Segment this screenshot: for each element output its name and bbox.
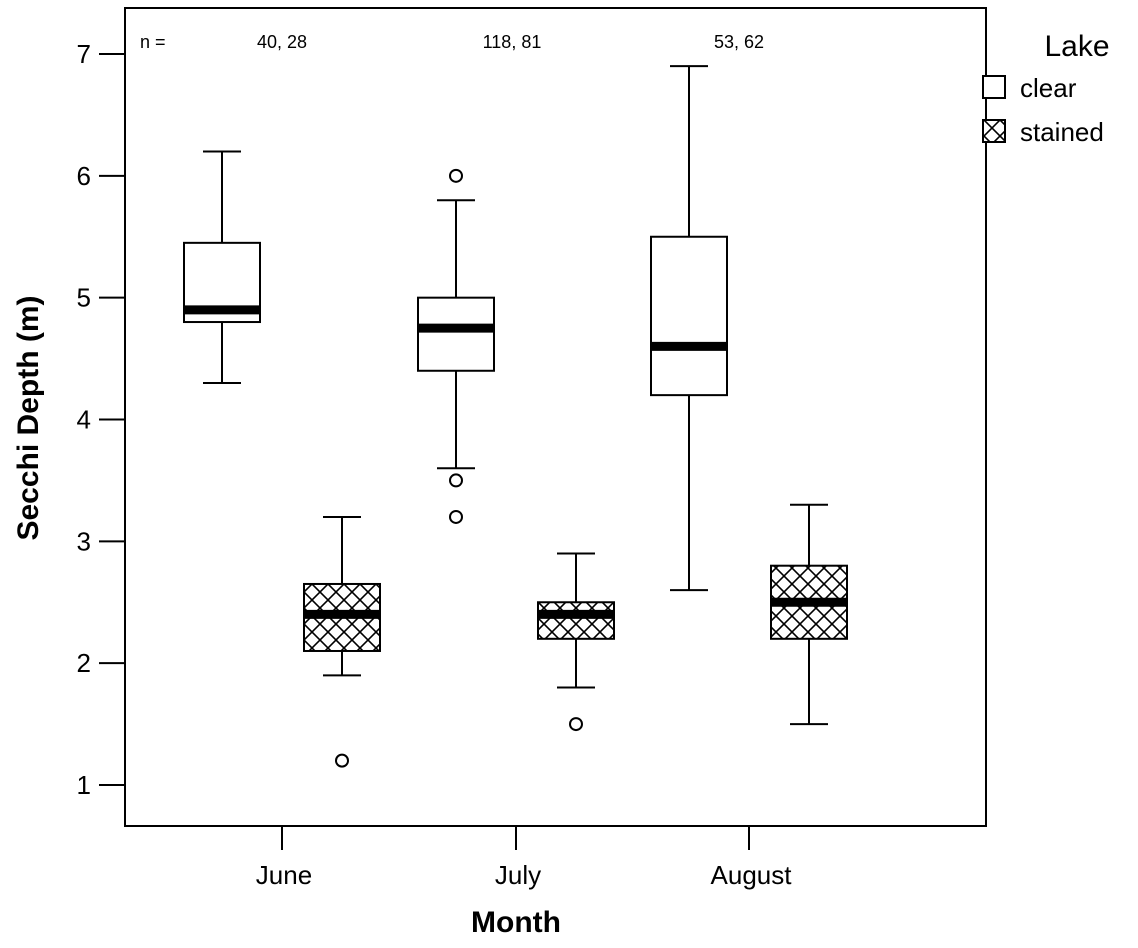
y-tick-label: 2 xyxy=(77,648,91,678)
y-tick-label: 4 xyxy=(77,405,91,435)
y-tick-label: 6 xyxy=(77,161,91,191)
x-tick-label-june: June xyxy=(256,860,312,890)
legend-title: Lake xyxy=(1044,30,1109,63)
n-prefix-label: n = xyxy=(140,32,166,52)
legend-swatch-clear xyxy=(982,75,1006,99)
legend-label-stained: stained xyxy=(1020,117,1104,147)
box-clear-august xyxy=(650,65,728,592)
n-label-august: 53, 62 xyxy=(714,32,764,52)
y-axis-title: Secchi Depth (m) xyxy=(12,295,45,540)
x-tick-label-august: August xyxy=(711,860,793,890)
legend-label-clear: clear xyxy=(1020,73,1077,103)
box-clear-july xyxy=(417,168,495,524)
legend: Lake clear stained xyxy=(982,30,1110,147)
outlier-point xyxy=(335,753,349,768)
box-body xyxy=(650,235,728,397)
y-tick-label: 5 xyxy=(77,283,91,313)
x-axis-title: Month xyxy=(471,906,561,939)
box-stained-june xyxy=(303,515,381,768)
n-label-june: 40, 28 xyxy=(257,32,307,52)
sample-size-labels: n = 40, 28 118, 81 53, 62 xyxy=(140,32,764,52)
legend-swatch-stained xyxy=(982,119,1006,143)
x-tick-label-july: July xyxy=(495,860,541,890)
n-label-july: 118, 81 xyxy=(483,32,542,52)
box-body xyxy=(537,601,615,640)
outlier-point xyxy=(449,473,463,488)
y-axis: 1 2 3 4 5 6 7 xyxy=(77,39,125,800)
y-tick-label: 7 xyxy=(77,39,91,69)
box-clear-june xyxy=(183,150,261,384)
y-tick-label: 3 xyxy=(77,526,91,556)
box-stained-august xyxy=(770,503,848,726)
y-tick-label: 1 xyxy=(77,770,91,800)
plot-frame xyxy=(124,7,987,827)
outlier-point xyxy=(449,168,463,183)
x-axis: June July August xyxy=(256,826,792,890)
box-stained-july xyxy=(537,552,615,732)
box-body xyxy=(417,296,495,372)
outlier-point xyxy=(569,717,583,732)
outlier-point xyxy=(449,509,463,524)
box-groups xyxy=(183,65,848,768)
